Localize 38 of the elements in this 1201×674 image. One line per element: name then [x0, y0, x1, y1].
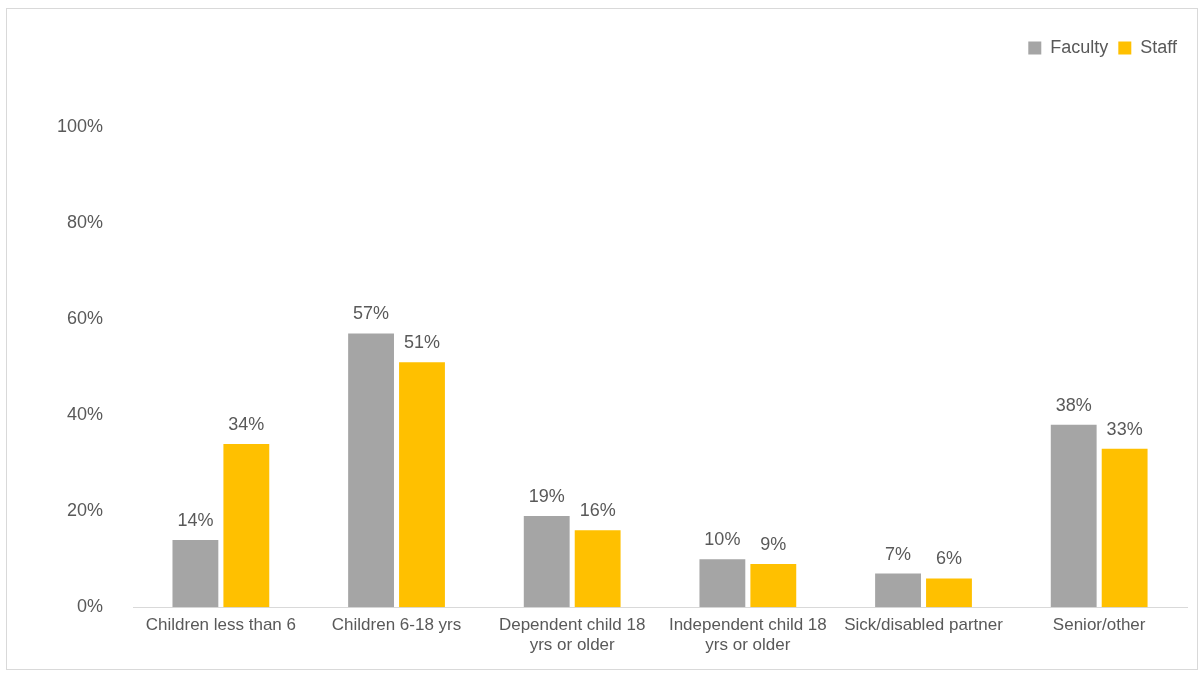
data-label: 19%: [528, 485, 565, 506]
data-label: 9%: [760, 533, 787, 554]
bar: [926, 578, 972, 608]
y-tick-label: 40%: [67, 404, 104, 425]
y-tick-label: 20%: [67, 500, 104, 521]
data-label: 34%: [228, 413, 265, 434]
bar: [523, 515, 570, 608]
data-label: 57%: [353, 303, 390, 324]
bar: [574, 530, 621, 608]
bar: [1050, 424, 1097, 608]
x-tick-label: Children less than 6: [145, 615, 296, 635]
legend-label: Staff: [1140, 36, 1178, 57]
bar: [399, 362, 445, 608]
x-tick-label: Sick/disabled partner: [844, 615, 1004, 635]
bar: [875, 573, 921, 608]
bar: [348, 333, 394, 608]
data-label: 33%: [1106, 418, 1143, 439]
x-tick-label: Dependent child 18 yrs or older: [498, 615, 646, 655]
x-tick-label: Independent child 18 yrs or older: [668, 615, 827, 655]
data-label: 38%: [1055, 394, 1092, 415]
data-label: 51%: [403, 332, 441, 353]
data-label: 10%: [704, 529, 741, 550]
legend-label: Faculty: [1050, 36, 1109, 57]
bar: [750, 563, 797, 608]
bar: [223, 443, 270, 608]
x-tick-label: Senior/other: [1052, 615, 1146, 635]
y-tick-label: 0%: [77, 596, 104, 617]
data-label: 16%: [579, 500, 616, 521]
data-label: 14%: [177, 509, 214, 530]
y-tick-label: 80%: [67, 212, 104, 233]
y-tick-label: 60%: [67, 308, 104, 329]
data-label: 6%: [935, 548, 962, 569]
bar: [1101, 448, 1148, 608]
y-tick-label: 100%: [56, 115, 104, 136]
bar: [699, 559, 746, 608]
x-tick-label: Children 6-18 yrs: [331, 615, 462, 635]
data-label: 7%: [885, 543, 912, 564]
bar: [172, 539, 219, 608]
